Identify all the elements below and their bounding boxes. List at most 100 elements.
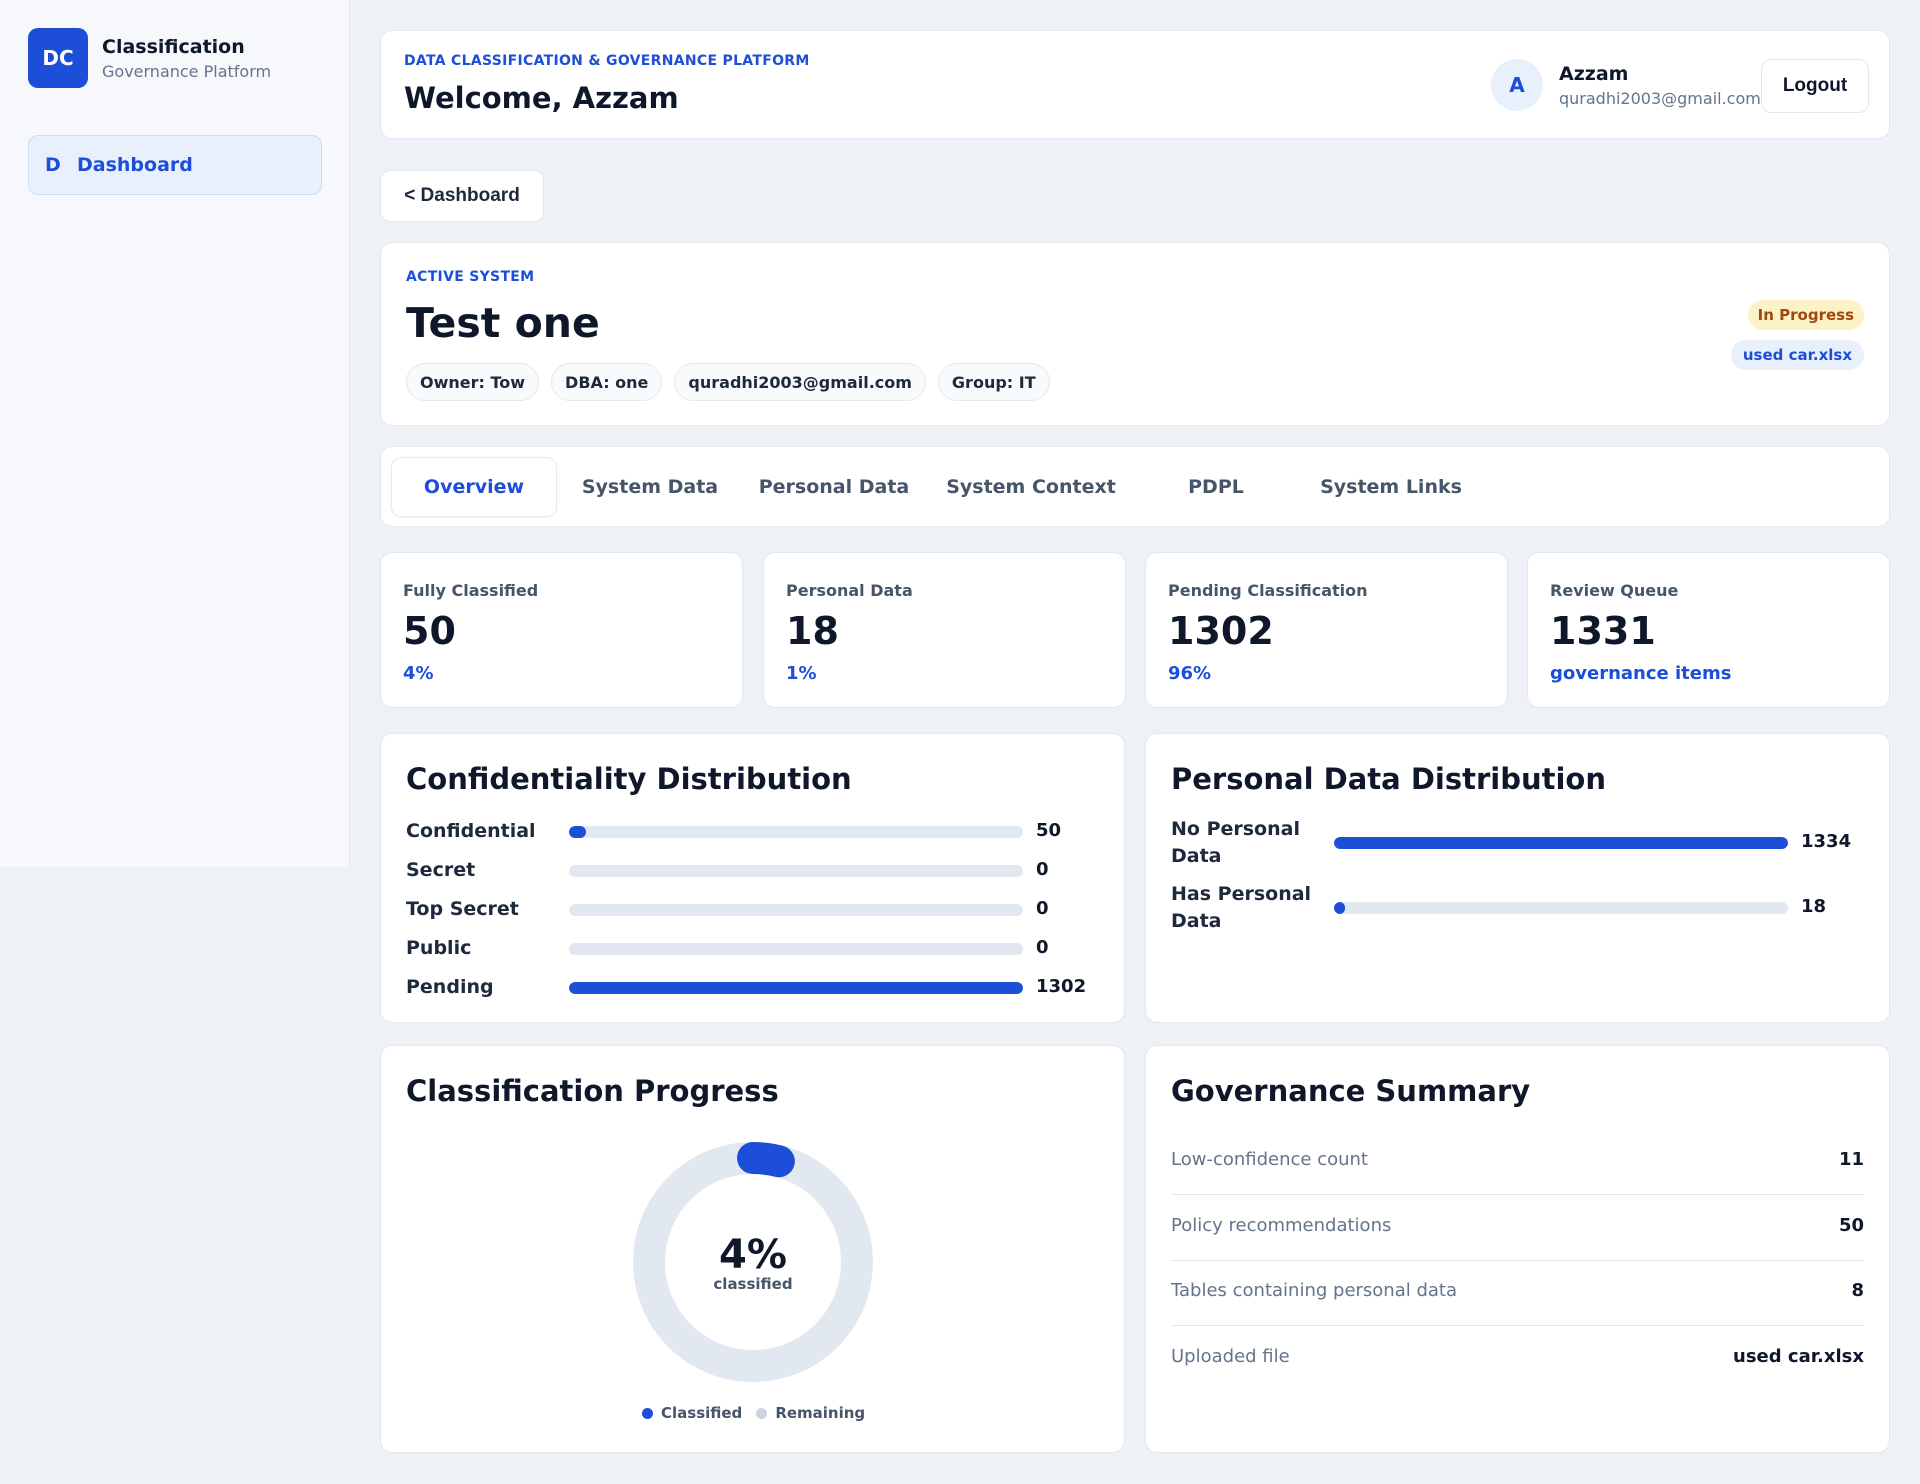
tab-pdpl[interactable]: PDPL bbox=[1188, 476, 1244, 498]
panel-title: Personal Data Distribution bbox=[1171, 762, 1606, 796]
file-badge: used car.xlsx bbox=[1730, 340, 1864, 370]
confidentiality-distribution-panel: Confidentiality Distribution Confidentia… bbox=[380, 733, 1125, 1023]
legend-label: Classified bbox=[661, 1404, 743, 1422]
gov-row-policy-recommendations: Policy recommendations 50 bbox=[1171, 1195, 1864, 1261]
system-title: Test one bbox=[406, 299, 600, 347]
dist-row-pending: Pending 1302 bbox=[406, 974, 1099, 1001]
progress-percent: 4% bbox=[719, 1232, 787, 1278]
progress-caption: classified bbox=[713, 1275, 792, 1293]
gov-row-low-confidence: Low-confidence count 11 bbox=[1171, 1129, 1864, 1195]
panel-title: Classification Progress bbox=[406, 1074, 779, 1108]
brand-subtitle: Governance Platform bbox=[102, 61, 272, 81]
dist-label: Secret bbox=[406, 859, 476, 881]
owner-chip: Owner: Tow bbox=[406, 363, 540, 401]
stat-card-review-queue: Review Queue 1331 governance items bbox=[1527, 552, 1890, 708]
stat-card-personal-data: Personal Data 18 1% bbox=[763, 552, 1126, 708]
dist-label-line2: Data bbox=[1171, 910, 1222, 932]
classification-progress-panel: Classification Progress 4% classified bbox=[380, 1045, 1125, 1453]
dist-value: 18 bbox=[1801, 896, 1827, 917]
progress-donut: 4% classified bbox=[633, 1142, 873, 1382]
user-name: Azzam bbox=[1559, 63, 1629, 85]
stat-value: 18 bbox=[786, 609, 839, 653]
gov-label: Policy recommendations bbox=[1171, 1215, 1392, 1236]
email-chip: quradhi2003@gmail.com bbox=[674, 363, 926, 401]
dist-bar-fill bbox=[1334, 837, 1788, 849]
brand-logo: DC bbox=[28, 28, 88, 88]
dist-bar-track bbox=[1334, 837, 1788, 849]
dist-row-secret: Secret 0 bbox=[406, 857, 1099, 884]
dist-label: Confidential bbox=[406, 820, 536, 842]
brand-title: Classification bbox=[102, 35, 245, 58]
gov-label: Tables containing personal data bbox=[1171, 1280, 1458, 1301]
governance-summary-panel: Governance Summary Low-confidence count … bbox=[1145, 1045, 1890, 1453]
stat-value: 1331 bbox=[1550, 609, 1656, 653]
tab-system-context[interactable]: System Context bbox=[946, 476, 1116, 498]
stat-value: 1302 bbox=[1168, 609, 1274, 653]
panel-title: Confidentiality Distribution bbox=[406, 762, 852, 796]
dist-label: Pending bbox=[406, 976, 494, 998]
dist-bar-track bbox=[569, 943, 1023, 955]
dist-label-line1: Has Personal bbox=[1171, 883, 1312, 905]
tabs-bar: Overview System Data Personal Data Syste… bbox=[380, 446, 1890, 527]
dist-label: Top Secret bbox=[406, 898, 519, 920]
dist-bar-track bbox=[1334, 902, 1788, 914]
dist-row-public: Public 0 bbox=[406, 935, 1099, 962]
dist-bar-track bbox=[569, 904, 1023, 916]
stat-label: Review Queue bbox=[1550, 581, 1679, 600]
welcome-title: Welcome, Azzam bbox=[404, 81, 679, 115]
gov-label: Low-confidence count bbox=[1171, 1149, 1368, 1170]
dba-chip: DBA: one bbox=[551, 363, 663, 401]
sidebar-item-dashboard[interactable]: D Dashboard bbox=[28, 135, 322, 195]
stat-card-fully-classified: Fully Classified 50 4% bbox=[380, 552, 743, 708]
dist-row-top-secret: Top Secret 0 bbox=[406, 896, 1099, 923]
panel-title: Governance Summary bbox=[1171, 1074, 1531, 1108]
system-card: ACTIVE SYSTEM Test one Owner: Tow DBA: o… bbox=[380, 242, 1890, 426]
gov-value: 11 bbox=[1838, 1149, 1864, 1170]
gov-value: 50 bbox=[1838, 1215, 1864, 1236]
donut-arc-classified bbox=[633, 1142, 873, 1382]
tab-personal-data[interactable]: Personal Data bbox=[758, 476, 910, 498]
remaining-dot-icon bbox=[756, 1407, 768, 1419]
dist-bar-track bbox=[569, 865, 1023, 877]
tab-system-links[interactable]: System Links bbox=[1320, 476, 1462, 498]
gov-row-tables-personal-data: Tables containing personal data 8 bbox=[1171, 1260, 1864, 1326]
dist-value: 0 bbox=[1036, 898, 1049, 919]
dist-row-no-personal-data: No Personal Data 1334 bbox=[1171, 816, 1864, 870]
dist-value: 1302 bbox=[1036, 976, 1087, 997]
stat-sub: 4% bbox=[403, 663, 434, 684]
dist-bar-track bbox=[569, 826, 1023, 838]
sidebar-item-label: Dashboard bbox=[77, 154, 193, 176]
tab-overview[interactable]: Overview bbox=[391, 457, 557, 517]
gov-row-uploaded-file: Uploaded file used car.xlsx bbox=[1171, 1326, 1864, 1392]
legend-remaining: Remaining bbox=[756, 1404, 865, 1422]
system-chips: Owner: Tow DBA: one quradhi2003@gmail.co… bbox=[406, 363, 1050, 401]
tab-system-data[interactable]: System Data bbox=[581, 476, 719, 498]
dist-value: 1334 bbox=[1801, 831, 1852, 852]
user-email: quradhi2003@gmail.com bbox=[1559, 89, 1761, 108]
dist-label-line1: No Personal bbox=[1171, 818, 1300, 840]
dashboard-icon: D bbox=[45, 154, 61, 176]
stat-sub: governance items bbox=[1550, 663, 1732, 684]
back-to-dashboard-button[interactable]: < Dashboard bbox=[380, 170, 544, 222]
stat-value: 50 bbox=[403, 609, 456, 653]
dist-row-confidential: Confidential 50 bbox=[406, 818, 1099, 845]
dist-label: Public bbox=[406, 937, 472, 959]
stat-card-pending-classification: Pending Classification 1302 96% bbox=[1145, 552, 1508, 708]
legend-label: Remaining bbox=[775, 1404, 866, 1422]
status-badge: In Progress bbox=[1747, 300, 1864, 330]
stat-label: Fully Classified bbox=[403, 581, 539, 600]
stat-sub: 96% bbox=[1168, 663, 1212, 684]
gov-label: Uploaded file bbox=[1171, 1346, 1290, 1367]
header: DATA CLASSIFICATION & GOVERNANCE PLATFOR… bbox=[380, 30, 1890, 139]
legend-classified: Classified bbox=[642, 1404, 742, 1422]
dist-value: 50 bbox=[1036, 820, 1062, 841]
stat-label: Personal Data bbox=[786, 581, 913, 600]
logout-button[interactable]: Logout bbox=[1761, 59, 1869, 113]
dist-label-line2: Data bbox=[1171, 845, 1222, 867]
platform-eyebrow: DATA CLASSIFICATION & GOVERNANCE PLATFOR… bbox=[404, 53, 810, 69]
dist-bar-fill bbox=[569, 826, 587, 838]
sidebar: DC Classification Governance Platform D … bbox=[0, 0, 350, 867]
avatar[interactable]: A bbox=[1491, 59, 1543, 111]
gov-value: used car.xlsx bbox=[1733, 1346, 1864, 1367]
dist-bar-fill bbox=[1334, 902, 1346, 914]
